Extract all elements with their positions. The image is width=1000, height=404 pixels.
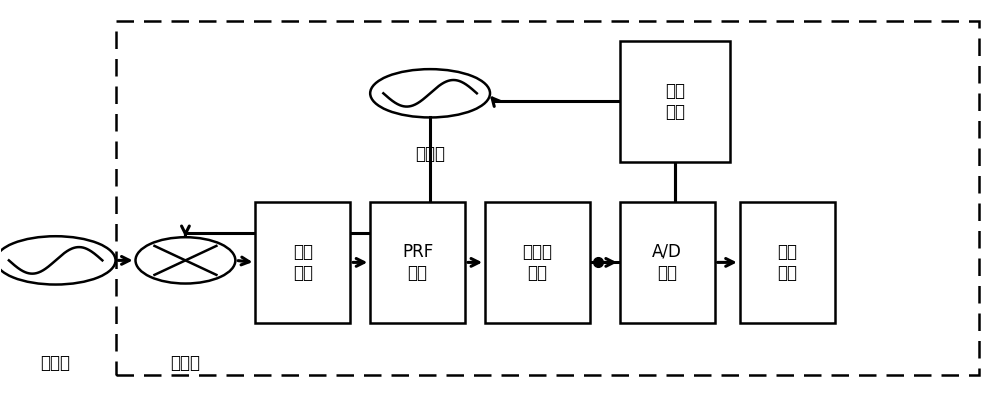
- Text: 分析
运算: 分析 运算: [777, 243, 797, 282]
- Text: PRF
滤波: PRF 滤波: [402, 243, 433, 282]
- Text: 低噪声
放大: 低噪声 放大: [522, 243, 552, 282]
- Text: 环路
滤波: 环路 滤波: [665, 82, 685, 121]
- Bar: [740, 202, 835, 323]
- Bar: [116, 21, 979, 375]
- Bar: [255, 202, 350, 323]
- Text: 低通
滤波: 低通 滤波: [293, 243, 313, 282]
- Bar: [485, 202, 590, 323]
- Text: 鉴相器: 鉴相器: [170, 354, 200, 372]
- Text: 被测源: 被测源: [41, 354, 71, 372]
- Bar: [620, 41, 730, 162]
- Text: 参考源: 参考源: [415, 145, 445, 163]
- Bar: [370, 202, 465, 323]
- Bar: [620, 202, 715, 323]
- Text: A/D
采样: A/D 采样: [652, 243, 682, 282]
